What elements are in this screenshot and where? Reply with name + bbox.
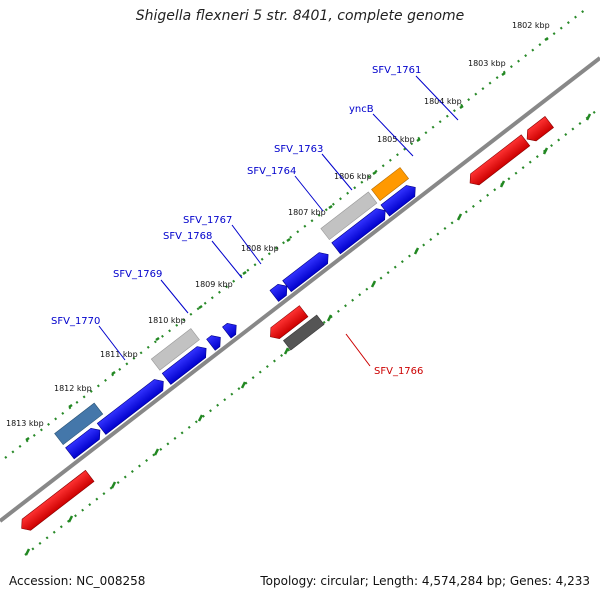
genome-summary-text: Topology: circular; Length: 4,574,284 bp… xyxy=(260,574,590,588)
inner-major-ticks xyxy=(24,113,592,556)
gene-label-sfv1768[interactable]: SFV_1768 xyxy=(163,231,212,242)
gene-label-sfv1761[interactable]: SFV_1761 xyxy=(372,65,421,76)
genome-backbone xyxy=(0,56,600,523)
leader-sfv1761 xyxy=(415,75,459,121)
pseudogene-sfv1769[interactable] xyxy=(150,328,200,371)
gene-sfv1761-forward[interactable] xyxy=(380,182,420,217)
gene-label-sfv1764[interactable]: SFV_1764 xyxy=(247,166,296,177)
gene-label-sfv1769[interactable]: SFV_1769 xyxy=(113,269,162,280)
kbp-label-1809: 1809 kbp xyxy=(195,280,233,289)
accession-text: Accession: NC_008258 xyxy=(9,574,146,588)
gene-sfv1770-forward[interactable] xyxy=(96,376,167,435)
outer-major-ticks xyxy=(25,36,549,442)
gene-sfv1764-forward[interactable] xyxy=(269,281,291,302)
gene-sfv1768-forward[interactable] xyxy=(222,320,240,339)
genome-title: Shigella flexneri 5 str. 8401, complete … xyxy=(135,8,465,24)
gene-reverse-a[interactable] xyxy=(466,134,531,189)
leader-sfv1763 xyxy=(321,153,353,191)
kbp-label-1813: 1813 kbp xyxy=(6,419,44,428)
gene-reverse-b[interactable] xyxy=(523,116,554,144)
gene-reverse-left[interactable] xyxy=(17,469,95,534)
gene-yncb-forward[interactable] xyxy=(331,205,390,255)
pseudogene-yncb[interactable] xyxy=(320,191,378,241)
gene-sfv1766-reverse[interactable] xyxy=(266,305,309,343)
kbp-label-1810: 1810 kbp xyxy=(148,316,186,325)
kbp-label-1805: 1805 kbp xyxy=(377,135,415,144)
kbp-label-1811: 1811 kbp xyxy=(100,350,138,359)
leader-yncb xyxy=(372,113,414,157)
leader-sfv1766 xyxy=(345,333,371,367)
gene-sfv1763-forward[interactable] xyxy=(282,249,333,293)
outer-tick-track xyxy=(4,8,587,459)
kbp-label-1808: 1808 kbp xyxy=(241,244,279,253)
gene-sfv1769-forward[interactable] xyxy=(161,343,210,385)
kbp-label-1803: 1803 kbp xyxy=(468,59,506,68)
gene-label-sfv1766[interactable]: SFV_1766 xyxy=(374,366,423,377)
kbp-label-1807: 1807 kbp xyxy=(288,208,326,217)
gene-label-yncb[interactable]: yncB xyxy=(349,104,374,115)
kbp-label-1804: 1804 kbp xyxy=(424,97,462,106)
gene-label-sfv1770[interactable]: SFV_1770 xyxy=(51,316,100,327)
dark-feature-sfv1766[interactable] xyxy=(283,314,325,351)
gene-sfv1767-forward[interactable] xyxy=(206,332,225,351)
highlight-feature[interactable] xyxy=(54,402,104,446)
gene-label-sfv1767[interactable]: SFV_1767 xyxy=(183,215,232,226)
kbp-label-1806: 1806 kbp xyxy=(334,172,372,181)
leader-sfv1764 xyxy=(294,175,324,212)
leader-sfv1770 xyxy=(98,325,126,361)
leader-sfv1767 xyxy=(231,224,262,265)
rna-feature[interactable] xyxy=(371,167,410,201)
gene-label-sfv1763[interactable]: SFV_1763 xyxy=(274,144,323,155)
kbp-label-1802: 1802 kbp xyxy=(512,21,550,30)
kbp-label-1812: 1812 kbp xyxy=(54,384,92,393)
gene-sfv1771-forward[interactable] xyxy=(65,425,105,460)
leader-sfv1769 xyxy=(160,279,189,314)
leader-sfv1768 xyxy=(211,240,243,279)
